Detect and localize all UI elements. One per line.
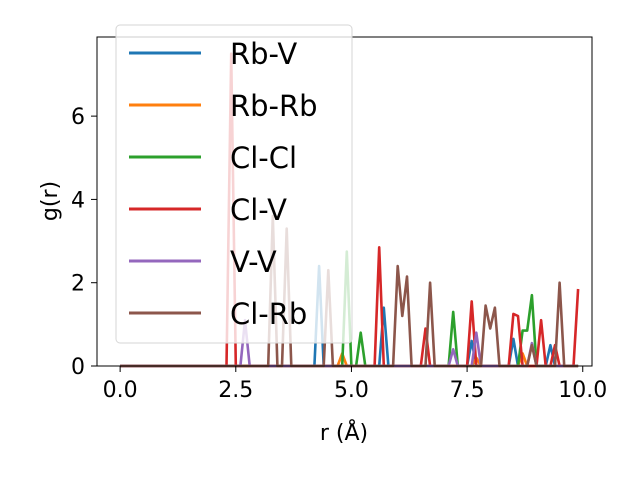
x-tick-label: 2.5	[218, 378, 253, 403]
legend-label-cl-cl: Cl-Cl	[230, 141, 297, 175]
x-tick-label: 0.0	[103, 378, 138, 403]
legend-label-v-v: V-V	[230, 245, 277, 279]
x-tick-label: 7.5	[450, 378, 485, 403]
x-tick-label: 10.0	[558, 378, 607, 403]
legend-label-rb-rb: Rb-Rb	[230, 89, 318, 123]
y-axis-ticks: 0 2 4 6	[71, 105, 97, 380]
y-axis-label: g(r)	[38, 181, 63, 221]
x-tick-label: 5.0	[334, 378, 369, 403]
legend-box	[115, 24, 353, 344]
legend-label-cl-rb: Cl-Rb	[230, 297, 307, 331]
y-tick-label: 4	[71, 188, 85, 213]
legend-label-rb-v: Rb-V	[230, 37, 297, 71]
x-axis-label: r (Å)	[320, 419, 368, 446]
legend-label-cl-v: Cl-V	[230, 193, 287, 227]
y-tick-label: 2	[71, 272, 85, 297]
y-tick-label: 6	[71, 105, 85, 130]
legend: Rb-V Rb-Rb Cl-Cl Cl-V V-V Cl-Rb	[115, 24, 353, 344]
x-axis-ticks: 0.0 2.5 5.0 7.5 10.0	[103, 366, 607, 403]
y-tick-label: 0	[71, 355, 85, 380]
